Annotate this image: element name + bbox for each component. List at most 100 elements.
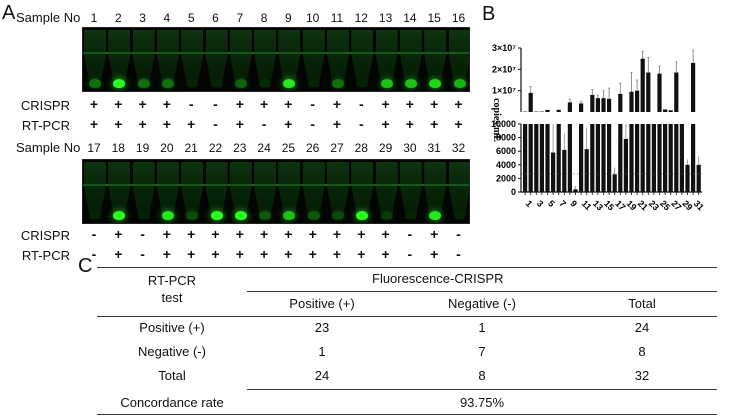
crispr-result: + [357, 226, 366, 242]
cell-value: 8 [638, 344, 646, 359]
crispr-result: - [213, 96, 218, 112]
table-top-rule [97, 267, 717, 268]
tube [325, 162, 351, 222]
tube [276, 162, 303, 222]
sample-number: 31 [427, 141, 441, 155]
crispr-results-bottom: - + - + + + + + + + + + + - + - [84, 226, 474, 244]
svg-text:2×10⁷: 2×10⁷ [492, 64, 516, 74]
rtpcr-result: + [284, 116, 293, 132]
sample-number: 2 [114, 11, 122, 25]
tube [446, 30, 469, 90]
rtpcr-result: - [456, 246, 461, 262]
rtpcr-result: + [114, 246, 123, 262]
crispr-result: - [188, 96, 194, 112]
sample-number: 32 [451, 141, 466, 155]
tube [154, 30, 181, 90]
rtpcr-result: - [310, 116, 316, 132]
panel-b-label: B [482, 3, 496, 25]
tube [276, 30, 303, 90]
sample-number: 11 [330, 11, 344, 25]
tube [300, 30, 327, 90]
rtpcr-result: + [284, 246, 293, 262]
sample-number: 5 [187, 11, 195, 25]
tube [130, 30, 157, 90]
tube [227, 30, 254, 90]
tube [300, 162, 327, 222]
crispr-result: + [114, 96, 123, 112]
total-rule [247, 389, 717, 390]
tube [83, 30, 108, 90]
svg-text:1×10⁷: 1×10⁷ [492, 86, 516, 96]
rtpcr-result: + [332, 246, 342, 262]
sample-number: 30 [403, 141, 417, 155]
rtpcr-result: + [235, 246, 244, 262]
tube [227, 162, 254, 222]
sample-number: 23 [233, 141, 247, 155]
svg-text:4000: 4000 [496, 160, 516, 170]
crispr-result: + [308, 226, 317, 242]
sample-number: 12 [354, 11, 368, 25]
svg-text:2000: 2000 [496, 173, 516, 183]
col-header-negative: Negative (-) [448, 296, 516, 311]
sample-number: 6 [212, 11, 219, 25]
svg-text:3: 3 [535, 198, 546, 209]
crispr-result: + [332, 226, 342, 242]
rtpcr-results-top: + + + + + - + - + - + - + + + + [84, 116, 474, 134]
col-header-total: Total [628, 296, 656, 311]
rtpcr-result: + [332, 116, 342, 132]
sample-number: 28 [354, 141, 368, 155]
tube [422, 162, 449, 222]
rtpcr-result: - [358, 116, 364, 132]
rtpcr-result: + [260, 246, 269, 262]
rtpcr-result: + [381, 246, 390, 262]
cell-value: 1 [478, 320, 486, 335]
svg-text:9: 9 [568, 198, 579, 209]
sample-no-label-top: Sample No [16, 10, 81, 25]
panel-a-label: A [2, 2, 16, 24]
rtpcr-result: + [430, 246, 439, 262]
tube [83, 162, 108, 222]
row-header-line2: test [161, 290, 183, 305]
rtpcr-result: - [91, 246, 97, 262]
tube [252, 30, 279, 90]
sample-number: 29 [378, 141, 393, 155]
cell-value: 8 [478, 368, 486, 383]
header-rule [97, 316, 717, 317]
rtpcr-result: - [407, 246, 413, 262]
crispr-label-top: CRISPR [20, 98, 70, 113]
rtpcr-result: + [114, 116, 123, 132]
crispr-result: + [284, 226, 293, 242]
rtpcr-result: + [454, 116, 463, 132]
rtpcr-result: + [162, 116, 171, 132]
sample-number: 26 [306, 141, 320, 155]
rtpcr-result: + [187, 246, 196, 262]
table-bottom-rule [97, 414, 717, 415]
tube [252, 162, 279, 222]
row-label: Negative (-) [138, 344, 206, 359]
rtpcr-result: + [162, 246, 171, 262]
tube [179, 162, 206, 222]
rtpcr-label-top: RT-PCR [21, 118, 70, 133]
crispr-result: + [454, 96, 463, 112]
crispr-result: + [211, 226, 220, 242]
tube [397, 30, 424, 90]
group-header: Fluorescence-CRISPR [372, 271, 504, 286]
tube [373, 30, 400, 90]
row-header: RT-PCR test [97, 272, 247, 306]
crispr-result: + [187, 226, 196, 242]
row-header-line1: RT-PCR [147, 273, 197, 288]
cell-value: 7 [478, 344, 486, 359]
sample-number: 22 [208, 141, 223, 155]
rtpcr-result: - [261, 116, 267, 132]
tube [203, 30, 230, 90]
tube [446, 162, 469, 222]
rtpcr-label-bottom: RT-PCR [21, 248, 70, 263]
sample-number: 15 [427, 11, 441, 25]
svg-text:5: 5 [546, 198, 557, 209]
sample-number: 14 [403, 11, 417, 25]
rtpcr-result: + [187, 116, 196, 132]
crispr-result: - [456, 226, 461, 242]
rtpcr-result: - [213, 116, 218, 132]
sample-number: 17 [87, 141, 101, 155]
gel-image-top [82, 27, 470, 92]
